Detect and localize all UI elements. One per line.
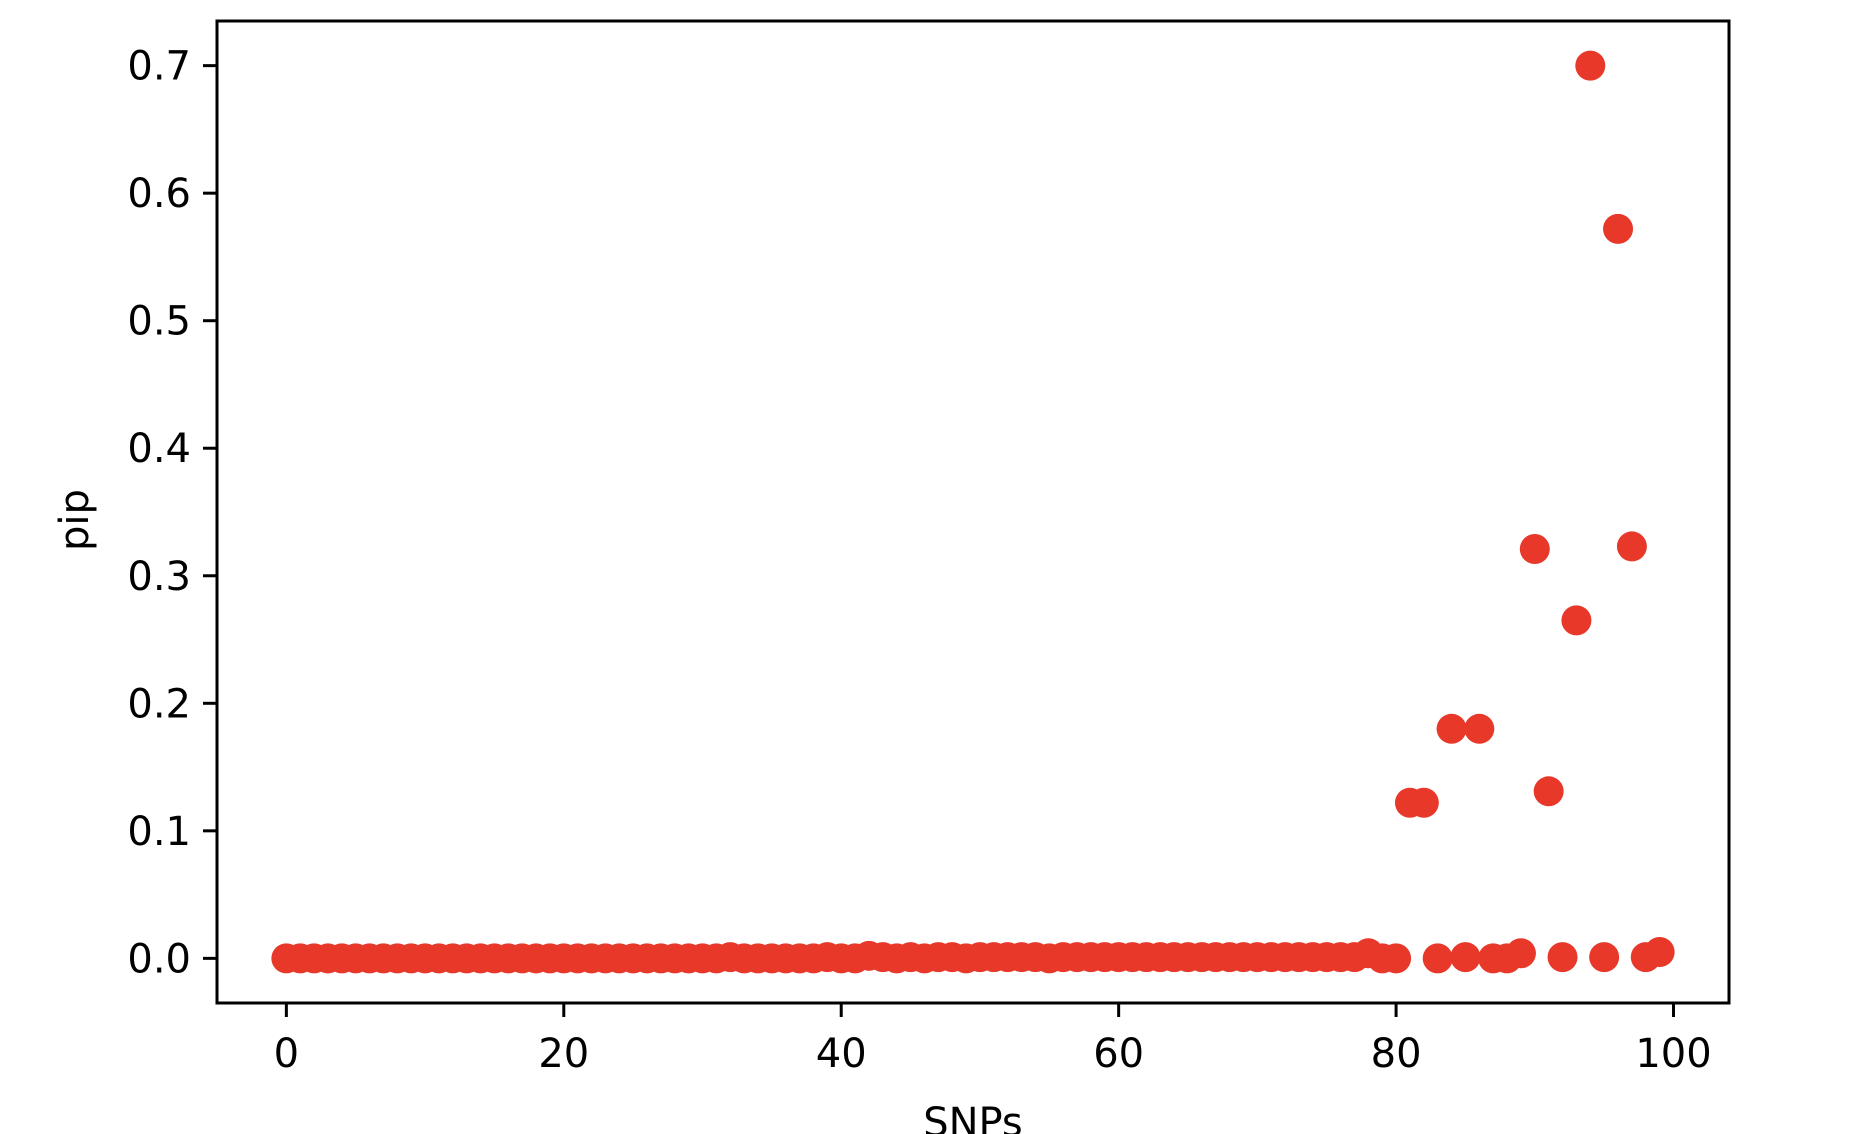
data-point bbox=[1561, 605, 1592, 636]
plot-frame bbox=[215, 19, 1731, 1005]
y-tick-label: 0.6 bbox=[127, 171, 191, 217]
data-point bbox=[1519, 533, 1550, 564]
y-axis-label: pip bbox=[52, 489, 98, 551]
x-tick-label: 80 bbox=[1371, 1031, 1422, 1077]
y-axis: 0.0 0.1 0.2 0.3 0.4 0.5 0.6 0.7 bbox=[127, 44, 217, 982]
data-point bbox=[1436, 713, 1467, 744]
x-tick-label: 60 bbox=[1093, 1031, 1144, 1077]
data-point bbox=[1381, 943, 1412, 974]
data-points bbox=[271, 50, 1675, 974]
data-point bbox=[1533, 776, 1564, 807]
data-point bbox=[1603, 213, 1634, 244]
x-axis-label: SNPs bbox=[923, 1100, 1023, 1134]
data-point bbox=[1422, 943, 1453, 974]
y-tick-label: 0.7 bbox=[127, 44, 191, 90]
data-point bbox=[1616, 531, 1647, 562]
data-point bbox=[1547, 942, 1578, 973]
data-point bbox=[1505, 938, 1536, 969]
x-tick-label: 0 bbox=[274, 1031, 299, 1077]
x-tick-label: 20 bbox=[538, 1031, 589, 1077]
data-point bbox=[1644, 936, 1675, 967]
x-tick-label: 100 bbox=[1635, 1031, 1711, 1077]
y-tick-label: 0.5 bbox=[127, 299, 191, 345]
x-tick-label: 40 bbox=[816, 1031, 867, 1077]
x-axis: 0 20 40 60 80 100 bbox=[274, 1003, 1712, 1077]
y-tick-label: 0.1 bbox=[127, 809, 191, 855]
data-point bbox=[1450, 942, 1481, 973]
data-point bbox=[1575, 50, 1606, 81]
data-point bbox=[1408, 787, 1439, 818]
y-tick-label: 0.4 bbox=[127, 426, 191, 472]
data-point bbox=[1464, 713, 1495, 744]
y-tick-label: 0.2 bbox=[127, 681, 191, 727]
data-point bbox=[1589, 942, 1620, 973]
y-tick-label: 0.3 bbox=[127, 554, 191, 600]
y-tick-label: 0.0 bbox=[127, 936, 191, 982]
